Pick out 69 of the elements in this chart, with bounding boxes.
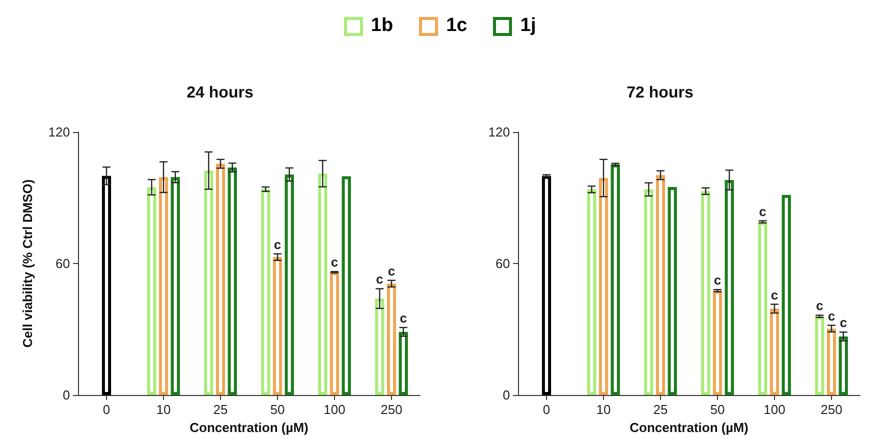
- bar: [701, 191, 710, 395]
- x-axis-title: Concentration (µM): [190, 420, 308, 435]
- chart-title: 24 hours: [186, 84, 254, 102]
- bar: [770, 308, 780, 395]
- bar: [598, 178, 608, 395]
- x-tick-label: 100: [324, 402, 346, 417]
- x-tick-label: 250: [380, 402, 402, 417]
- data-label: c: [388, 263, 396, 278]
- bar: [838, 336, 848, 395]
- bar: [216, 164, 226, 395]
- x-tick-label: 10: [156, 402, 171, 417]
- data-label: c: [376, 272, 384, 287]
- bar: [826, 328, 836, 395]
- x-tick-label: 100: [764, 402, 786, 417]
- data-label: c: [274, 236, 282, 252]
- y-tick-label: 0: [62, 388, 70, 402]
- bar: [668, 187, 677, 395]
- bar: [542, 176, 552, 395]
- bar: [102, 176, 112, 395]
- bar: [712, 290, 722, 395]
- bar: [782, 194, 791, 395]
- bar: [318, 174, 328, 395]
- bar: [272, 257, 282, 395]
- data-label: c: [840, 315, 847, 330]
- bar: [284, 174, 294, 395]
- bar: [398, 332, 408, 395]
- bar: [228, 168, 237, 395]
- bar: [330, 272, 340, 395]
- data-label: c: [759, 204, 766, 219]
- data-label: c: [828, 308, 836, 324]
- y-tick-label: 0: [502, 388, 510, 402]
- data-label: c: [714, 272, 722, 288]
- x-axis-title: Concentration (µM): [630, 420, 748, 435]
- bar: [375, 298, 384, 395]
- bar: [386, 284, 396, 395]
- x-tick-label: 25: [213, 402, 228, 417]
- data-label: c: [816, 298, 824, 314]
- x-tick-label: 0: [542, 402, 550, 417]
- bar: [656, 175, 666, 395]
- bar: [158, 177, 168, 395]
- x-tick-label: 250: [820, 402, 842, 417]
- legend-label: 1c: [446, 15, 468, 37]
- legend-label: 1b: [370, 15, 394, 37]
- x-tick-label: 0: [102, 402, 110, 417]
- y-tick-label: 60: [496, 256, 510, 271]
- data-label: c: [770, 287, 778, 302]
- bar: [610, 164, 620, 395]
- bar: [342, 176, 351, 395]
- y-axis-title: Cell viability (% Ctrl DMSO): [20, 179, 35, 348]
- y-tick-label: 120: [48, 124, 70, 140]
- bar: [147, 187, 156, 395]
- bar: [815, 316, 824, 395]
- x-tick-label: 50: [710, 402, 725, 417]
- y-tick-label: 60: [56, 256, 70, 271]
- bar: [758, 222, 768, 395]
- bar: [587, 189, 596, 395]
- x-tick-label: 50: [270, 402, 285, 417]
- bar: [724, 180, 734, 395]
- data-label: c: [330, 254, 338, 270]
- legend-label: 1j: [520, 15, 536, 37]
- bar: [644, 189, 654, 395]
- data-label: c: [400, 310, 407, 326]
- chart-title: 72 hours: [626, 84, 694, 102]
- x-tick-label: 25: [653, 402, 668, 417]
- bar: [170, 177, 180, 395]
- bar: [204, 170, 214, 395]
- bar: [261, 189, 270, 395]
- x-tick-label: 10: [596, 402, 611, 417]
- y-tick-label: 120: [488, 124, 510, 140]
